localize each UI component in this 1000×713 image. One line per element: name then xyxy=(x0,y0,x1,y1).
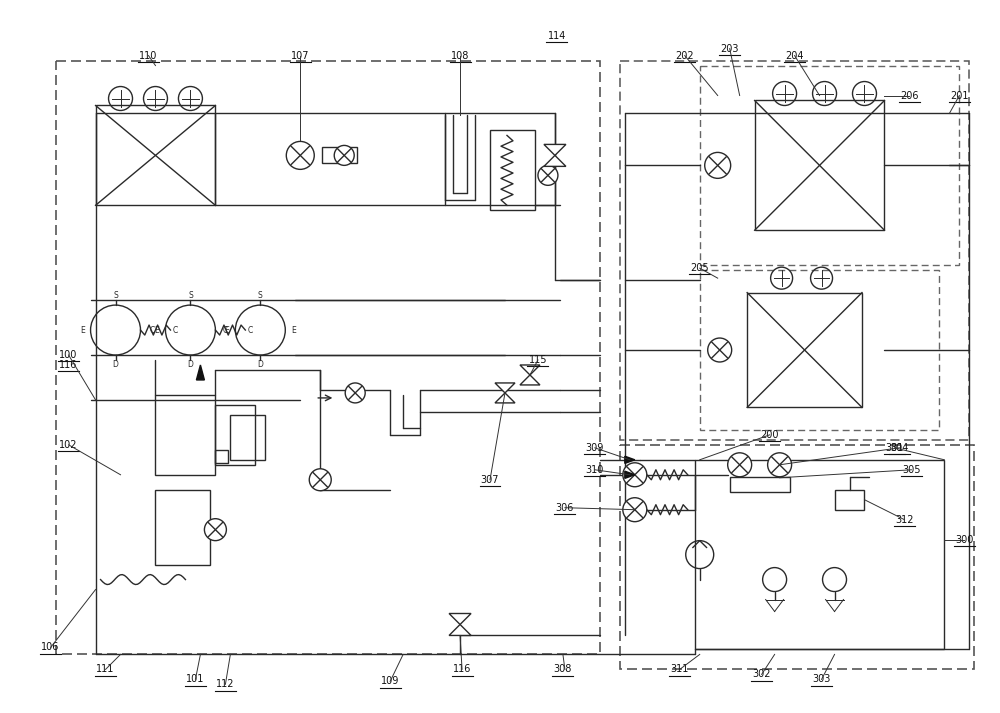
Text: E: E xyxy=(291,326,296,334)
Bar xyxy=(56,61,600,655)
Circle shape xyxy=(708,338,732,362)
Text: 106: 106 xyxy=(41,642,60,652)
Polygon shape xyxy=(625,456,635,463)
Bar xyxy=(155,395,215,475)
Text: D: D xyxy=(113,360,118,369)
Text: 310: 310 xyxy=(586,465,604,475)
Text: 312: 312 xyxy=(895,515,914,525)
Text: C: C xyxy=(247,326,253,334)
Bar xyxy=(230,415,265,460)
Polygon shape xyxy=(449,625,471,635)
Text: E: E xyxy=(80,326,85,334)
Text: 116: 116 xyxy=(453,665,471,674)
Polygon shape xyxy=(544,145,566,155)
Text: 311: 311 xyxy=(671,665,689,674)
Circle shape xyxy=(768,453,792,477)
Bar xyxy=(155,490,210,565)
Text: E: E xyxy=(155,326,159,334)
Circle shape xyxy=(286,141,314,170)
Text: 201: 201 xyxy=(950,91,969,101)
Text: 304: 304 xyxy=(890,443,909,453)
Circle shape xyxy=(309,468,331,491)
Text: 309: 309 xyxy=(586,443,604,453)
Text: 301: 301 xyxy=(885,443,904,453)
Bar xyxy=(700,270,939,430)
Circle shape xyxy=(538,165,558,185)
Text: 116: 116 xyxy=(59,360,78,370)
Text: D: D xyxy=(187,360,193,369)
Polygon shape xyxy=(520,375,540,385)
Bar xyxy=(215,405,255,465)
Text: 110: 110 xyxy=(139,51,158,61)
Text: 112: 112 xyxy=(216,679,235,689)
Polygon shape xyxy=(495,383,515,393)
Bar xyxy=(620,445,974,670)
Text: 115: 115 xyxy=(529,355,547,365)
Circle shape xyxy=(334,145,354,165)
Text: 206: 206 xyxy=(900,91,919,101)
Polygon shape xyxy=(544,155,566,166)
Bar xyxy=(700,66,959,265)
Text: 306: 306 xyxy=(556,503,574,513)
Text: C: C xyxy=(172,326,178,334)
Text: 107: 107 xyxy=(291,51,310,61)
Polygon shape xyxy=(625,471,635,478)
Circle shape xyxy=(204,518,226,540)
Text: E: E xyxy=(225,326,229,334)
Text: 108: 108 xyxy=(451,51,469,61)
Text: 101: 101 xyxy=(186,674,205,684)
Text: 202: 202 xyxy=(675,51,694,61)
Bar xyxy=(620,61,969,440)
Text: 100: 100 xyxy=(59,350,78,360)
Circle shape xyxy=(623,463,647,487)
Circle shape xyxy=(705,153,731,178)
Polygon shape xyxy=(196,365,204,380)
Bar xyxy=(490,130,535,210)
Text: 303: 303 xyxy=(812,674,831,684)
Bar xyxy=(747,292,862,407)
Text: 109: 109 xyxy=(381,677,399,687)
Bar xyxy=(755,101,884,230)
Text: 300: 300 xyxy=(955,535,974,545)
Bar xyxy=(215,450,228,463)
Bar xyxy=(322,148,357,163)
Text: 307: 307 xyxy=(481,475,499,485)
Text: 302: 302 xyxy=(752,670,771,679)
Polygon shape xyxy=(520,365,540,375)
Text: D: D xyxy=(257,360,263,369)
Bar xyxy=(695,460,944,650)
Polygon shape xyxy=(495,393,515,403)
Text: 114: 114 xyxy=(548,31,566,41)
Text: 111: 111 xyxy=(96,665,115,674)
Bar xyxy=(96,106,215,205)
Text: S: S xyxy=(188,291,193,300)
Text: C: C xyxy=(223,326,228,334)
Circle shape xyxy=(345,383,365,403)
Text: 203: 203 xyxy=(720,43,739,53)
Text: 205: 205 xyxy=(690,263,709,273)
Circle shape xyxy=(623,498,647,522)
Text: 204: 204 xyxy=(785,51,804,61)
Text: 305: 305 xyxy=(902,465,921,475)
Text: S: S xyxy=(113,291,118,300)
Bar xyxy=(730,477,790,492)
Circle shape xyxy=(728,453,752,477)
Text: C: C xyxy=(150,326,155,334)
Text: 308: 308 xyxy=(554,665,572,674)
Text: 102: 102 xyxy=(59,440,78,450)
Polygon shape xyxy=(449,613,471,625)
Text: 200: 200 xyxy=(760,430,779,440)
Text: S: S xyxy=(258,291,263,300)
Bar xyxy=(835,490,864,510)
